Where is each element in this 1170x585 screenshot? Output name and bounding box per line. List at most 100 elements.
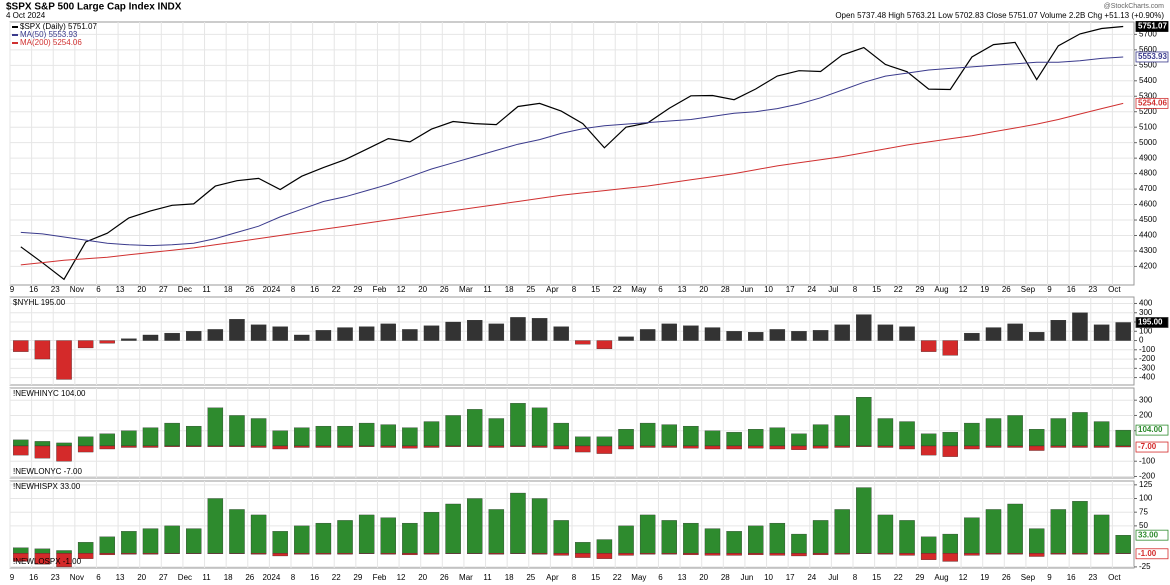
y-tick-label: 75 [1139,507,1148,516]
bar [704,528,721,554]
bar [510,403,526,447]
x-tick-label: 22 [332,285,341,294]
bar [899,445,915,450]
bar [1007,415,1023,447]
y-tick-label: 4400 [1139,231,1157,240]
bar [56,340,72,380]
bar [272,531,288,554]
bar [596,436,613,447]
bar [13,445,29,456]
bar [207,329,224,341]
y-tick-label: -100 [1139,456,1156,465]
bar [877,324,894,341]
bar [402,329,418,341]
y-tick-label: -300 [1139,363,1156,372]
bar [250,324,267,341]
last-value-box [1135,97,1169,109]
bar [1115,322,1131,341]
last-value-box [1135,548,1169,560]
bar [920,445,937,456]
bar [99,433,115,447]
bar [899,553,915,556]
bar [250,514,267,554]
bar [229,319,245,341]
bar [1029,528,1045,554]
y-tick-label: 400 [1139,299,1153,308]
x-tick-label: Mar [459,285,473,294]
y-tick-label: 5000 [1139,138,1157,147]
last-value-label: 5254.06 [1138,98,1167,107]
y-tick-label: 300 [1139,308,1153,317]
bar [337,520,353,554]
bar [1029,429,1045,447]
bar [207,498,224,554]
bar [315,425,332,447]
x-tick-label: 28 [721,285,730,294]
bar [531,407,548,447]
bar [964,517,980,554]
bar [812,445,829,449]
y-tick-label: 5100 [1139,122,1157,131]
x-tick-label: 12 [397,285,406,294]
x-tick-label: 12 [959,573,968,582]
bar [488,509,505,554]
bar [467,445,483,447]
bar [423,553,440,555]
bar [985,509,1002,554]
bar [856,553,872,554]
bar [34,340,51,360]
x-tick-label: 26 [245,573,254,582]
bar [34,553,51,565]
legend-entry: !NEWHINYC 104.00 [13,389,86,398]
bar [77,340,94,349]
bar [1093,514,1110,554]
y-tick-label: 4300 [1139,246,1157,255]
x-tick-label: 13 [678,285,687,294]
bar [1029,445,1045,451]
bar [985,445,1002,448]
bar [531,445,548,448]
bar [575,553,591,558]
bar [704,430,721,447]
price-line [20,25,1124,281]
bar [56,445,72,462]
y-tick-label: 100 [1139,326,1153,335]
bar [488,553,505,555]
x-tick-label: 18 [505,285,514,294]
legend-entry: !NEWLOSPX -1.00 [13,557,82,566]
bar [899,326,915,341]
x-tick-label: 2024 [262,573,280,582]
bar [726,553,742,556]
y-tick-label: -25 [1139,562,1151,571]
x-tick-label: 19 [980,285,989,294]
bar [531,498,548,554]
bar [380,445,396,448]
bar [402,445,418,449]
bar [639,445,656,448]
bar [380,553,396,555]
last-value-box [1135,529,1169,541]
y-tick-label: 5400 [1139,76,1157,85]
bar [142,334,159,341]
bar [121,531,137,554]
bar [121,338,137,341]
bar [1072,412,1088,447]
x-tick-label: 24 [807,285,816,294]
bar [423,421,440,447]
bar [358,422,375,447]
bar [250,445,267,448]
bar [834,415,850,447]
x-tick-label: 17 [786,285,795,294]
x-tick-label: 12 [397,573,406,582]
x-tick-label: 9 [1047,285,1052,294]
bar [877,553,894,555]
bar [942,533,958,554]
bar [510,492,526,554]
bar [791,331,807,341]
bar [99,340,115,344]
x-tick-label: 29 [353,285,362,294]
x-tick-label: 20 [137,285,146,294]
bar [1072,445,1088,448]
bar [899,421,915,447]
